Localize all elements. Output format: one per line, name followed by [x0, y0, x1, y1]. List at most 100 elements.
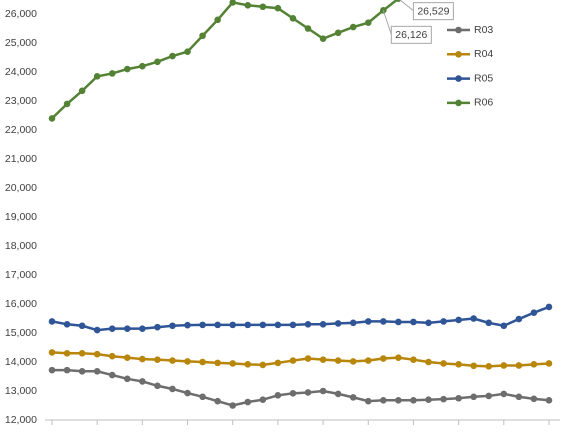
data-point: [530, 361, 538, 368]
data-point: [214, 397, 221, 405]
data-point: [93, 73, 101, 80]
data-point: [244, 2, 252, 9]
data-point: [259, 3, 267, 11]
data-point: [319, 387, 327, 395]
legend-label: R03: [474, 24, 493, 36]
data-point: [470, 315, 477, 322]
y-tick-label: 15,000: [5, 327, 37, 339]
data-point: [500, 322, 508, 330]
legend-dot: [455, 99, 462, 107]
data-point: [154, 58, 161, 66]
data-point: [229, 402, 237, 409]
data-point: [63, 350, 71, 357]
data-point: [545, 303, 553, 311]
data-point: [395, 354, 402, 361]
data-point: [289, 321, 297, 329]
data-point: [334, 357, 342, 364]
data-point: [169, 385, 176, 393]
data-point: [304, 321, 312, 328]
y-tick-label: 24,000: [5, 66, 37, 78]
data-point: [48, 366, 56, 374]
data-point: [425, 358, 432, 366]
data-point: [455, 394, 462, 402]
data-point: [169, 52, 176, 60]
data-point: [214, 359, 221, 367]
data-point: [515, 315, 523, 323]
data-point: [154, 356, 161, 363]
data-point: [244, 361, 252, 368]
data-point: [78, 350, 86, 357]
data-point: [410, 396, 417, 404]
data-label: 26,126: [395, 29, 427, 41]
data-point: [259, 396, 267, 404]
data-point: [199, 32, 206, 40]
data-point: [380, 396, 387, 404]
data-point: [410, 318, 417, 326]
data-point: [440, 318, 447, 325]
data-point: [274, 392, 282, 399]
data-label: 26,529: [417, 5, 449, 17]
data-point: [139, 378, 146, 385]
data-point: [108, 325, 116, 332]
data-point: [500, 390, 508, 398]
y-tick-label: 17,000: [5, 269, 37, 281]
data-point: [124, 375, 131, 383]
data-point: [244, 398, 252, 406]
label-leader: [382, 10, 392, 35]
data-point: [48, 318, 56, 325]
data-point: [184, 389, 191, 397]
data-point: [380, 355, 387, 362]
data-point: [349, 394, 357, 401]
y-tick-label: 25,000: [5, 37, 37, 49]
series-line: [51, 351, 550, 368]
data-point: [214, 321, 221, 329]
data-point: [274, 321, 282, 329]
y-tick-label: 22,000: [5, 124, 37, 136]
data-point: [334, 320, 342, 327]
data-point: [470, 393, 477, 401]
data-point: [274, 4, 282, 12]
series-line: [51, 305, 550, 332]
data-point: [349, 358, 357, 365]
data-point: [364, 19, 372, 27]
legend-dot: [455, 26, 462, 34]
data-point: [425, 319, 432, 327]
data-point: [154, 323, 161, 331]
data-point: [259, 361, 267, 369]
y-tick-label: 23,000: [5, 95, 37, 107]
data-point: [304, 389, 312, 396]
data-point: [289, 357, 297, 364]
data-point: [289, 390, 297, 397]
data-point: [455, 361, 462, 368]
data-point: [349, 319, 357, 327]
data-point: [93, 326, 101, 334]
data-point: [108, 352, 116, 360]
data-point: [485, 392, 493, 400]
data-point: [470, 362, 477, 370]
data-point: [545, 396, 553, 404]
y-tick-label: 19,000: [5, 211, 37, 223]
data-point: [199, 358, 206, 366]
data-point: [124, 354, 131, 361]
data-point: [395, 396, 402, 404]
data-point: [214, 16, 221, 24]
y-tick-label: 21,000: [5, 153, 37, 165]
data-point: [78, 322, 86, 330]
data-point: [440, 395, 447, 403]
data-point: [229, 360, 237, 367]
data-point: [319, 35, 327, 42]
label-box: [412, 2, 454, 21]
y-tick-label: 20,000: [5, 182, 37, 194]
series-line: [52, 368, 550, 407]
data-point: [304, 355, 312, 362]
y-tick-label: 13,000: [5, 385, 37, 397]
data-point: [63, 100, 71, 108]
y-tick-label: 16,000: [5, 298, 37, 310]
data-point: [124, 325, 131, 332]
data-point: [48, 115, 56, 122]
data-point: [139, 355, 146, 363]
data-point: [139, 325, 146, 332]
label-box: [390, 25, 432, 44]
y-tick-label: 18,000: [5, 240, 37, 252]
